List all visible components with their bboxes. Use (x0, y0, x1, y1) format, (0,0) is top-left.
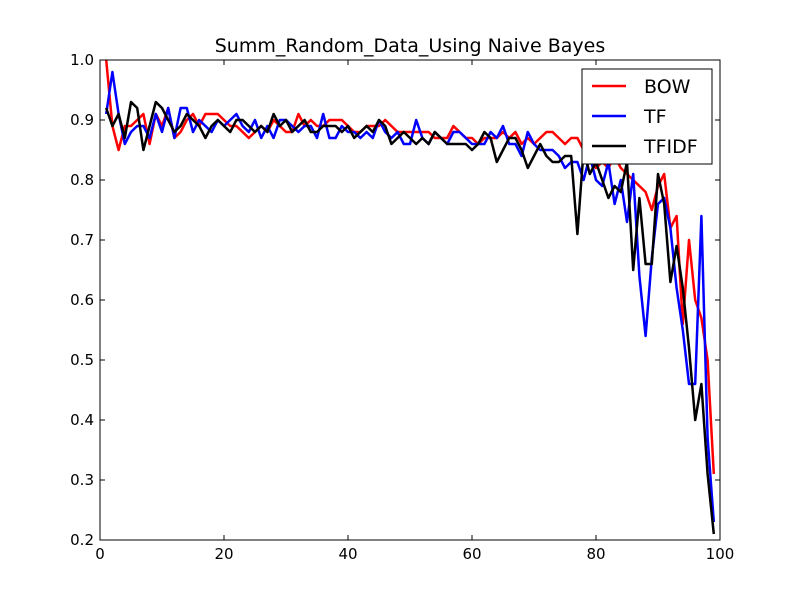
x-tick-label: 0 (95, 545, 105, 563)
y-tick-label: 0.6 (70, 291, 94, 309)
y-tick-label: 0.5 (70, 351, 94, 369)
y-tick-label: 1.0 (70, 51, 94, 69)
x-tick-label: 40 (338, 545, 357, 563)
legend-label-bow: BOW (644, 76, 691, 98)
x-tick-label: 100 (706, 545, 735, 563)
axis-ticks: 0 20 40 60 80 100 0.2 0.3 0.4 0.5 0.6 0.7 0.8 0.9 1.0 (70, 51, 734, 563)
x-tick-label: 80 (586, 545, 605, 563)
chart-title: Summ_Random_Data_Using Naive Bayes (215, 35, 606, 57)
x-tick-label: 20 (214, 545, 233, 563)
legend-label-tf: TF (643, 106, 667, 128)
legend: BOW TF TFIDF (581, 68, 713, 165)
series-line-tfidf (105, 100, 716, 535)
y-tick-label: 0.8 (70, 171, 94, 189)
y-tick-label: 0.3 (70, 471, 94, 489)
y-tick-label: 0.2 (70, 531, 94, 549)
x-tick-label: 60 (462, 545, 481, 563)
y-tick-label: 0.4 (70, 411, 94, 429)
y-tick-label: 0.9 (70, 111, 94, 129)
plot-frame (99, 59, 721, 541)
y-tick-label: 0.7 (70, 231, 94, 249)
legend-label-tfidf: TFIDF (643, 136, 698, 158)
